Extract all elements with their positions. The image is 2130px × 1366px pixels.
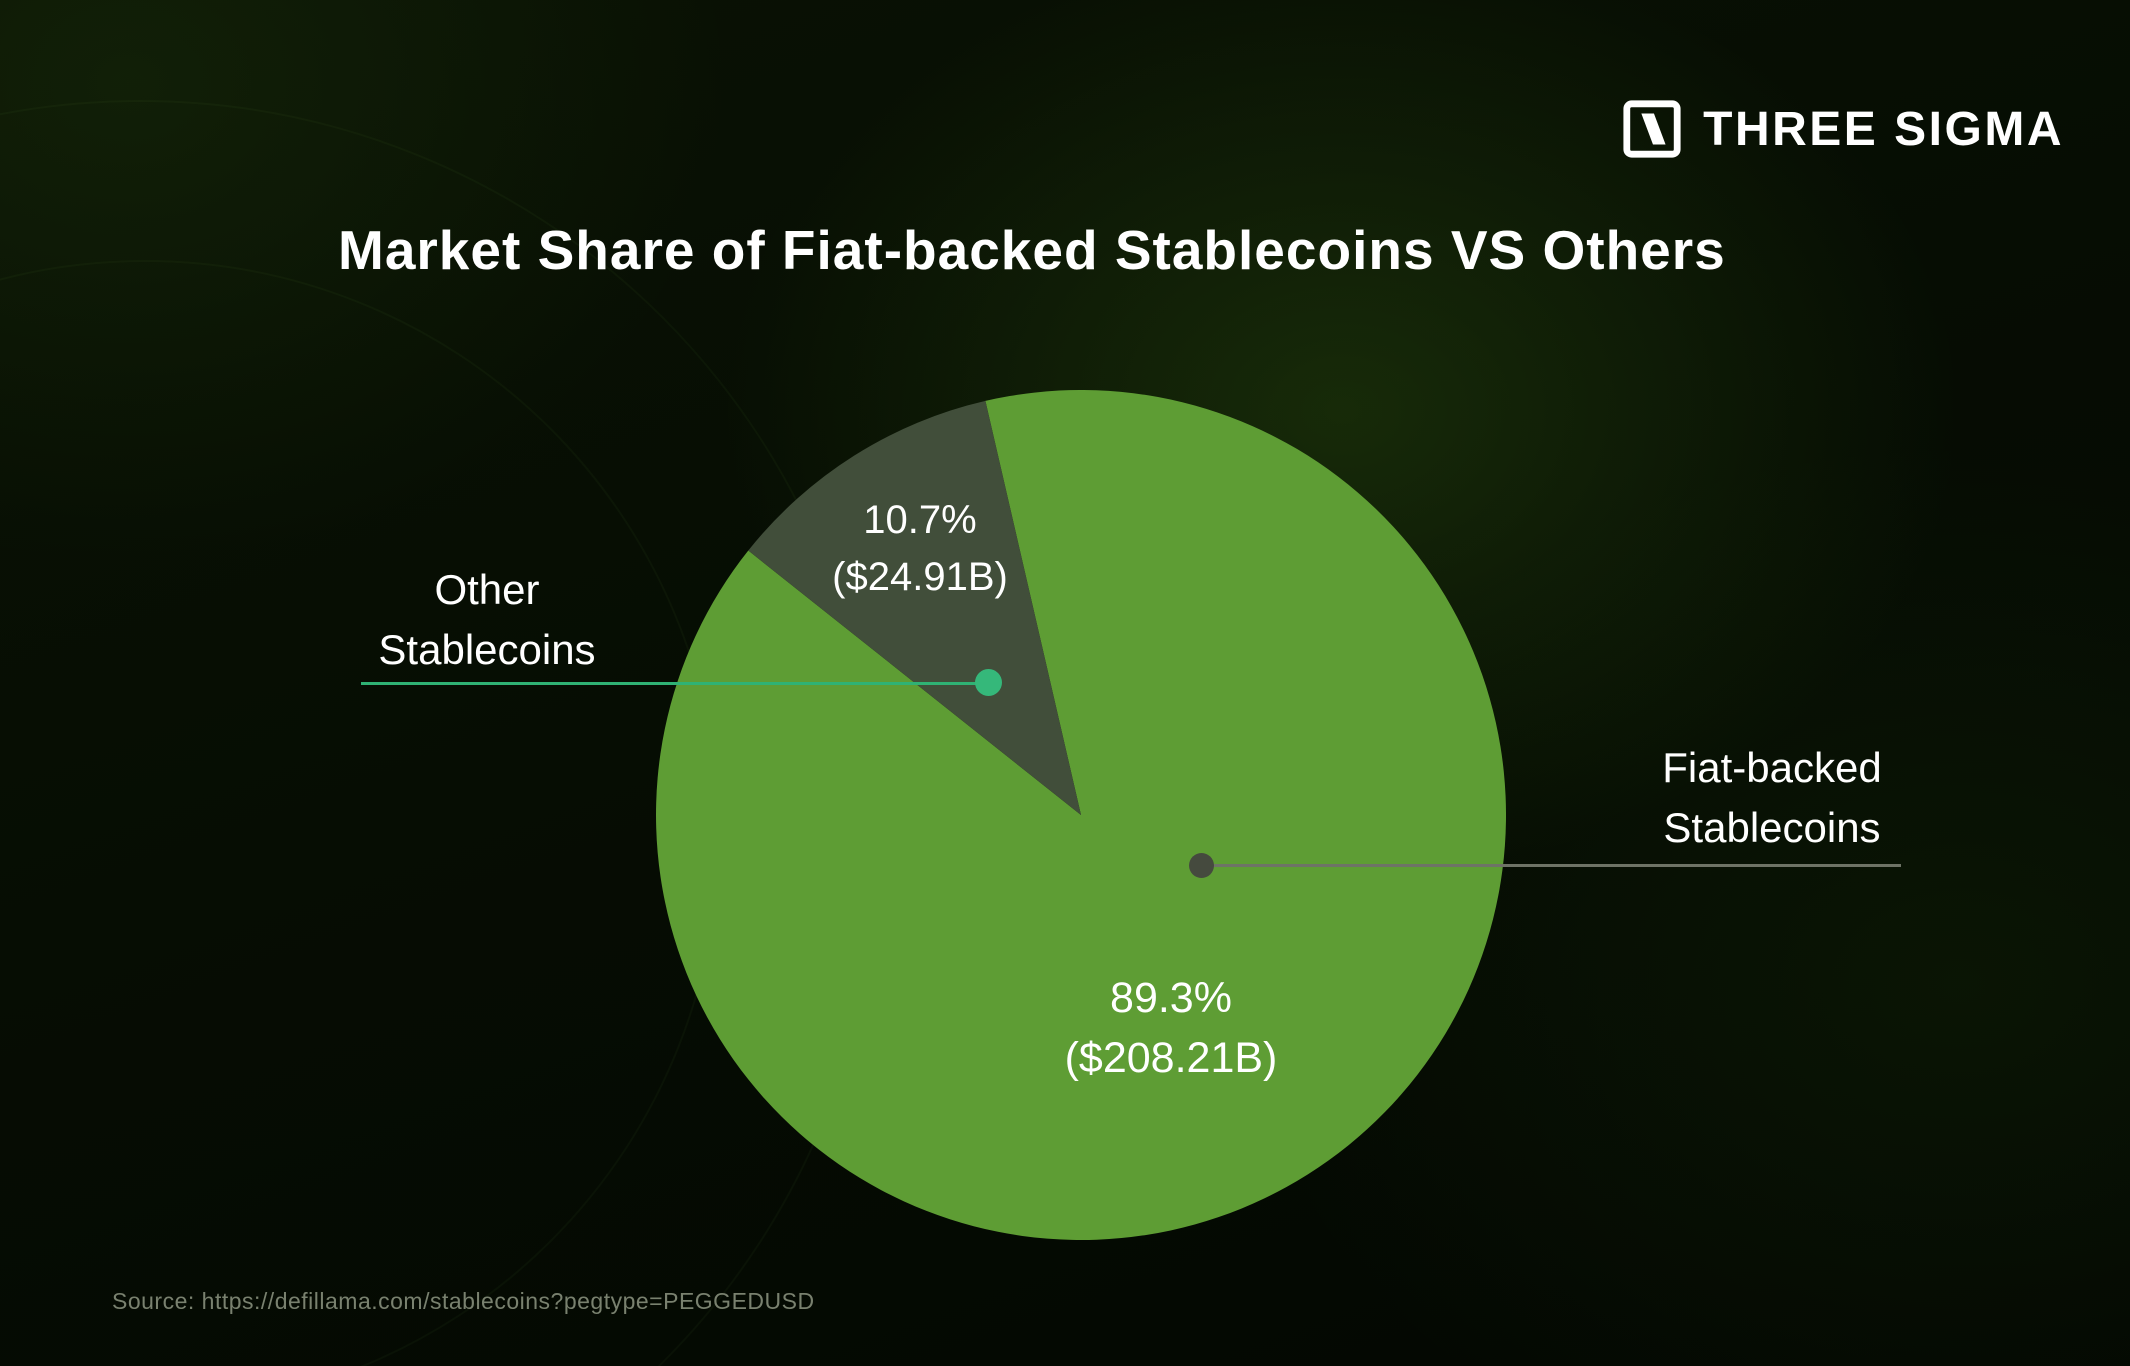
slice-amount-other: ($24.91B) [832, 555, 1008, 599]
callout-label-fiat: Fiat-backed Stablecoins [1572, 738, 1972, 858]
callout-label-fiat-line2: Stablecoins [1663, 804, 1881, 851]
slice-pct-other: 10.7% [863, 498, 977, 542]
slice-amount-fiat: ($208.21B) [1064, 1034, 1278, 1082]
source-citation: Source: https://defillama.com/stablecoin… [112, 1288, 815, 1314]
callout-label-other-line2: Stablecoins [378, 626, 596, 673]
slice-value-fiat: 89.3% ($208.21B) [971, 968, 1371, 1088]
slice-pct-fiat: 89.3% [1110, 974, 1232, 1022]
callout-label-other: Other Stablecoins [347, 560, 627, 680]
pie-slice-1 [748, 400, 1081, 815]
pie-chart [656, 389, 1507, 1240]
brand-name: THREE SIGMA [1703, 102, 2064, 156]
leader-line-fiat [1201, 864, 1901, 867]
leader-dot-other [975, 669, 1002, 696]
chart-title: Market Share of Fiat-backed Stablecoins … [338, 219, 1726, 281]
pie-svg [656, 389, 1507, 1240]
slice-value-other: 10.7% ($24.91B) [720, 492, 1120, 606]
callout-label-fiat-line1: Fiat-backed [1662, 744, 1882, 791]
leader-line-other [361, 682, 989, 685]
callout-label-other-line1: Other [434, 566, 540, 613]
brand-logo: THREE SIGMA [1621, 98, 2064, 160]
pie-slice-0 [656, 389, 1507, 1240]
three-sigma-logo-icon [1621, 98, 1683, 160]
leader-dot-fiat [1189, 853, 1214, 878]
